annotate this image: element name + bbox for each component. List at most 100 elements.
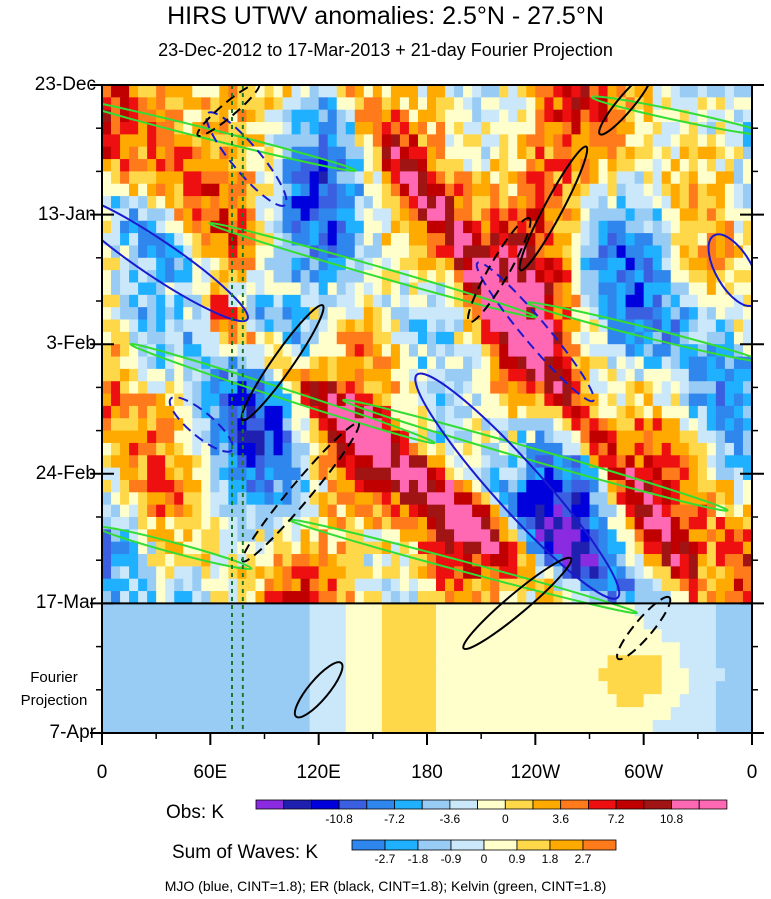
projection-cell (381, 603, 392, 617)
obs-cell (661, 134, 672, 148)
obs-cell (733, 578, 744, 592)
obs-cell (697, 146, 708, 160)
obs-cell (309, 591, 320, 603)
obs-cell (472, 554, 482, 567)
projection-cell (102, 720, 112, 733)
obs-cell (210, 282, 220, 296)
projection-cell (201, 720, 211, 733)
obs-cell (733, 146, 744, 160)
obs-cell (291, 455, 302, 469)
obs-cell (733, 492, 744, 506)
obs-cell (463, 233, 473, 247)
projection-cell (562, 694, 573, 708)
obs-cell (237, 492, 248, 506)
obs-cell (544, 134, 554, 148)
projection-cell (408, 720, 419, 733)
projection-cell (571, 668, 582, 682)
obs-cell (363, 442, 374, 456)
projection-cell (616, 642, 627, 656)
obs-cell (210, 554, 220, 567)
projection-cell (102, 681, 112, 695)
obs-cell (526, 517, 536, 530)
obs-cell (129, 208, 139, 222)
obs-cell (463, 504, 473, 518)
obs-cell (138, 381, 148, 395)
obs-cell (201, 381, 211, 395)
obs-cell (454, 479, 464, 493)
projection-cell (147, 668, 157, 682)
obs-cell (291, 109, 302, 123)
obs-cell (228, 171, 239, 185)
obs-cell (661, 307, 672, 321)
obs-cell (535, 517, 545, 530)
obs-cell (724, 578, 735, 592)
obs-cell (417, 257, 428, 271)
projection-cell (336, 616, 347, 630)
projection-cell (282, 655, 293, 669)
obs-cell (598, 479, 609, 493)
obs-cell (571, 257, 582, 271)
obs-cell (508, 109, 518, 123)
obs-cell (625, 467, 636, 481)
obs-colorbar-swatch (283, 799, 312, 810)
obs-cell (580, 294, 591, 308)
obs-cell (724, 381, 735, 395)
obs-cell (381, 282, 392, 296)
obs-cell (318, 319, 329, 333)
obs-cell (129, 430, 139, 444)
projection-cell (607, 629, 618, 643)
obs-cell (517, 208, 527, 222)
obs-cell (526, 85, 536, 98)
obs-cell (273, 122, 284, 135)
obs-cell (282, 233, 293, 247)
obs-cell (679, 381, 690, 395)
obs-cell (111, 97, 121, 111)
projection-cell (715, 603, 726, 617)
obs-cell (544, 467, 554, 481)
obs-cell (733, 245, 744, 259)
obs-cell (562, 566, 573, 580)
obs-cell (381, 566, 392, 580)
obs-cell (715, 146, 726, 160)
projection-cell (345, 668, 356, 682)
obs-cell (472, 591, 482, 603)
obs-cell (390, 554, 401, 567)
projection-cell (445, 603, 455, 617)
obs-cell (472, 146, 482, 160)
obs-cell (571, 504, 582, 518)
obs-cell (183, 109, 193, 123)
projection-cell (715, 681, 726, 695)
obs-cell (445, 146, 455, 160)
projection-cell (742, 707, 752, 721)
obs-cell (634, 591, 645, 603)
obs-cell (309, 233, 320, 247)
obs-cell (445, 307, 455, 321)
obs-cell (399, 566, 410, 580)
obs-cell (309, 134, 320, 148)
obs-cell (354, 97, 365, 111)
obs-cell (616, 233, 627, 247)
obs-colorbar-swatch (338, 799, 368, 810)
obs-cell (210, 405, 220, 419)
reference-longitude-lines (231, 85, 244, 733)
projection-cell (174, 668, 184, 682)
obs-cell (679, 85, 690, 98)
obs-cell (571, 97, 582, 111)
obs-colorbar-label: 10.8 (659, 812, 684, 826)
obs-cell (264, 554, 275, 567)
obs-cell (733, 529, 744, 543)
obs-cell (607, 196, 618, 210)
obs-cell (697, 171, 708, 185)
obs-cell (165, 566, 175, 580)
obs-cell (138, 294, 148, 308)
obs-cell (625, 405, 636, 419)
obs-cell (129, 294, 139, 308)
projection-cell (580, 707, 591, 721)
projection-cell (616, 707, 627, 721)
projection-cell (724, 681, 735, 695)
projection-cell (652, 707, 663, 721)
obs-cell (372, 257, 383, 271)
obs-cell (472, 381, 482, 395)
obs-cell (255, 159, 266, 172)
obs-cell (156, 159, 166, 172)
